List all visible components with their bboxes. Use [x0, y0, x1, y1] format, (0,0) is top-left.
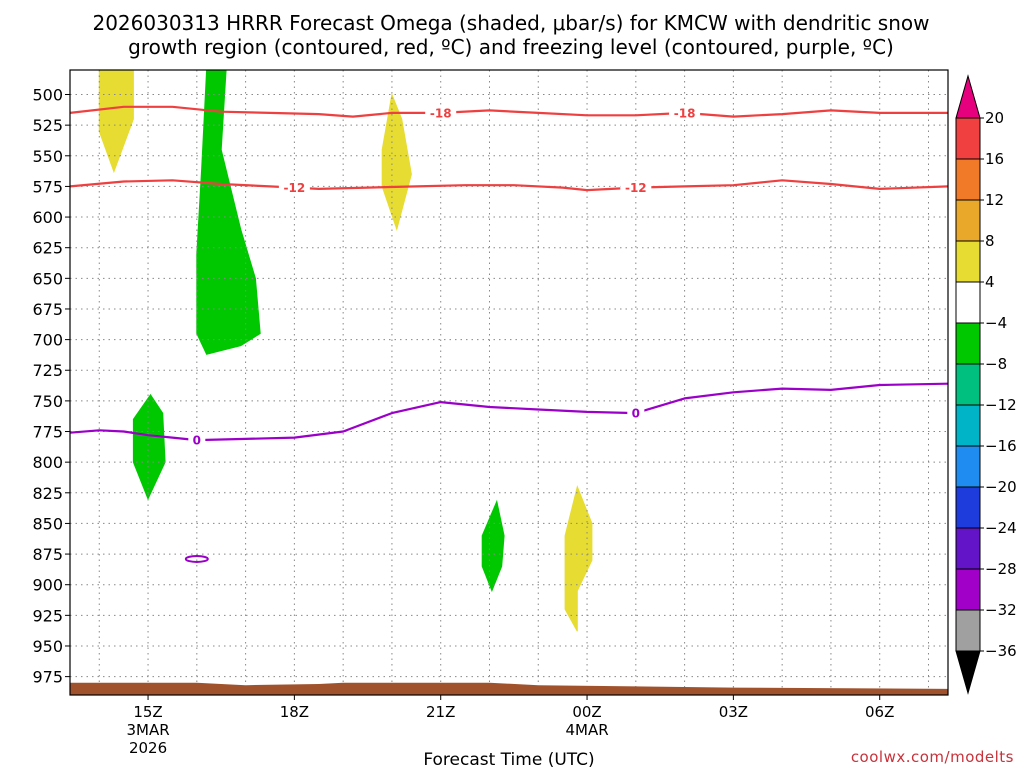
credit-text: coolwx.com/modelts: [851, 748, 1014, 766]
contour-line--12: [69, 179, 949, 192]
plot-frame: [69, 69, 949, 696]
omega-region-green-c: [481, 499, 505, 593]
colorbar-label: 20: [985, 109, 1004, 127]
colorbar-label: 12: [985, 191, 1004, 209]
contour-label: -18: [674, 106, 696, 120]
contour-line-0: [69, 382, 949, 442]
x-tick-label: 4MAR: [565, 721, 608, 739]
colorbar-label: 4: [985, 273, 995, 291]
x-tick-label: 15Z: [133, 703, 162, 721]
colorbar-bin: [955, 527, 981, 570]
terrain-fill: [70, 682, 948, 695]
colorbar-bin: [955, 363, 981, 406]
y-tick-label: 900: [32, 576, 63, 595]
colorbar-label: −20: [985, 478, 1017, 496]
y-tick-label: 725: [32, 361, 63, 380]
omega-region-green-a: [196, 69, 261, 355]
y-tick-label: 925: [32, 606, 63, 625]
colorbar-bin: [955, 568, 981, 611]
colorbar-label: −28: [985, 560, 1017, 578]
contour-label-bg: [669, 105, 701, 120]
colorbar-bin: [955, 609, 981, 652]
x-tick-label: 06Z: [865, 703, 894, 721]
colorbar-bin: [955, 199, 981, 242]
contour-label: 0: [193, 434, 201, 448]
x-tick-label: 21Z: [426, 703, 455, 721]
contour-line--18: [69, 105, 948, 118]
colorbar-top-arrow: [955, 74, 981, 119]
colorbar-label: −12: [985, 396, 1017, 414]
omega-region-green-b: [132, 393, 166, 501]
y-tick-label: 850: [32, 514, 63, 533]
omega-region-yellow-b: [381, 92, 412, 232]
x-tick-label: 03Z: [719, 703, 748, 721]
colorbar-bin: [955, 404, 981, 447]
x-tick-label: 18Z: [280, 703, 309, 721]
y-tick-label: 750: [32, 392, 63, 411]
colorbar: 20 16 12 8 4 −4 −8 −12 −16 −20 −24 −28 −32 −36: [955, 74, 1017, 695]
y-tick-label: 975: [32, 668, 63, 687]
contour-label-bg: [188, 433, 206, 448]
colorbar-label: −8: [985, 355, 1007, 373]
chart-title-line-1: 2026030313 HRRR Forecast Omega (shaded, …: [92, 11, 929, 35]
y-tick-label: 575: [32, 177, 63, 196]
omega-region-yellow-c: [564, 485, 593, 632]
y-tick-label: 700: [32, 331, 63, 350]
colorbar-bin: [955, 486, 981, 529]
y-tick-label: 875: [32, 545, 63, 564]
freezing-level-ring-contour: [184, 554, 209, 563]
y-tick-label: 500: [32, 86, 63, 105]
colorbar-bin: [955, 281, 981, 324]
y-tick-label: 800: [32, 453, 63, 472]
colorbar-label: −4: [985, 314, 1007, 332]
colorbar-bottom-arrow: [955, 650, 981, 695]
terrain-layer: [70, 682, 948, 695]
gridlines: [70, 70, 948, 695]
y-tick-label: 550: [32, 147, 63, 166]
y-tick-label: 775: [32, 423, 63, 442]
contour-label: -12: [284, 181, 306, 195]
contour-label-bg: [627, 406, 645, 421]
omega-shaded-regions: [98, 69, 593, 632]
y-tick-label: 625: [32, 239, 63, 258]
contour-label: -18: [430, 106, 452, 120]
contour-label: 0: [632, 407, 640, 421]
colorbar-bin: [955, 240, 981, 283]
y-tick-label: 650: [32, 269, 63, 288]
colorbar-label: 8: [985, 232, 995, 250]
y-tick-label: 675: [32, 300, 63, 319]
y-tick-label: 825: [32, 484, 63, 503]
x-tick-label: 00Z: [572, 703, 601, 721]
freezing-level-ring: [184, 554, 209, 563]
colorbar-label: −24: [985, 519, 1017, 537]
colorbar-label: −36: [985, 642, 1017, 660]
chart-title-line-2: growth region (contoured, red, ºC) and f…: [128, 35, 894, 59]
colorbar-label: 16: [985, 150, 1004, 168]
x-tick-label: 3MAR: [126, 721, 169, 739]
pressure-axis: 500 525 550 575 600 625 650 675 700 725 750 775 800 8…: [32, 86, 70, 687]
x-axis-label: Forecast Time (UTC): [423, 750, 594, 768]
colorbar-bin: [955, 158, 981, 201]
contour-label-bg: [425, 105, 457, 120]
colorbar-label: −16: [985, 437, 1017, 455]
colorbar-bin: [955, 117, 981, 160]
colorbar-bin: [955, 322, 981, 365]
contour-label-bg: [278, 180, 310, 195]
y-tick-label: 525: [32, 116, 63, 135]
x-tick-label: 2026: [129, 739, 167, 757]
contour-lines: -18 -18 -12 -12 0 0: [69, 105, 949, 448]
contour-label-bg: [620, 180, 652, 195]
colorbar-label: −32: [985, 601, 1017, 619]
colorbar-bin: [955, 445, 981, 488]
y-tick-label: 950: [32, 637, 63, 656]
contour-label: -12: [625, 181, 647, 195]
y-tick-label: 600: [32, 208, 63, 227]
